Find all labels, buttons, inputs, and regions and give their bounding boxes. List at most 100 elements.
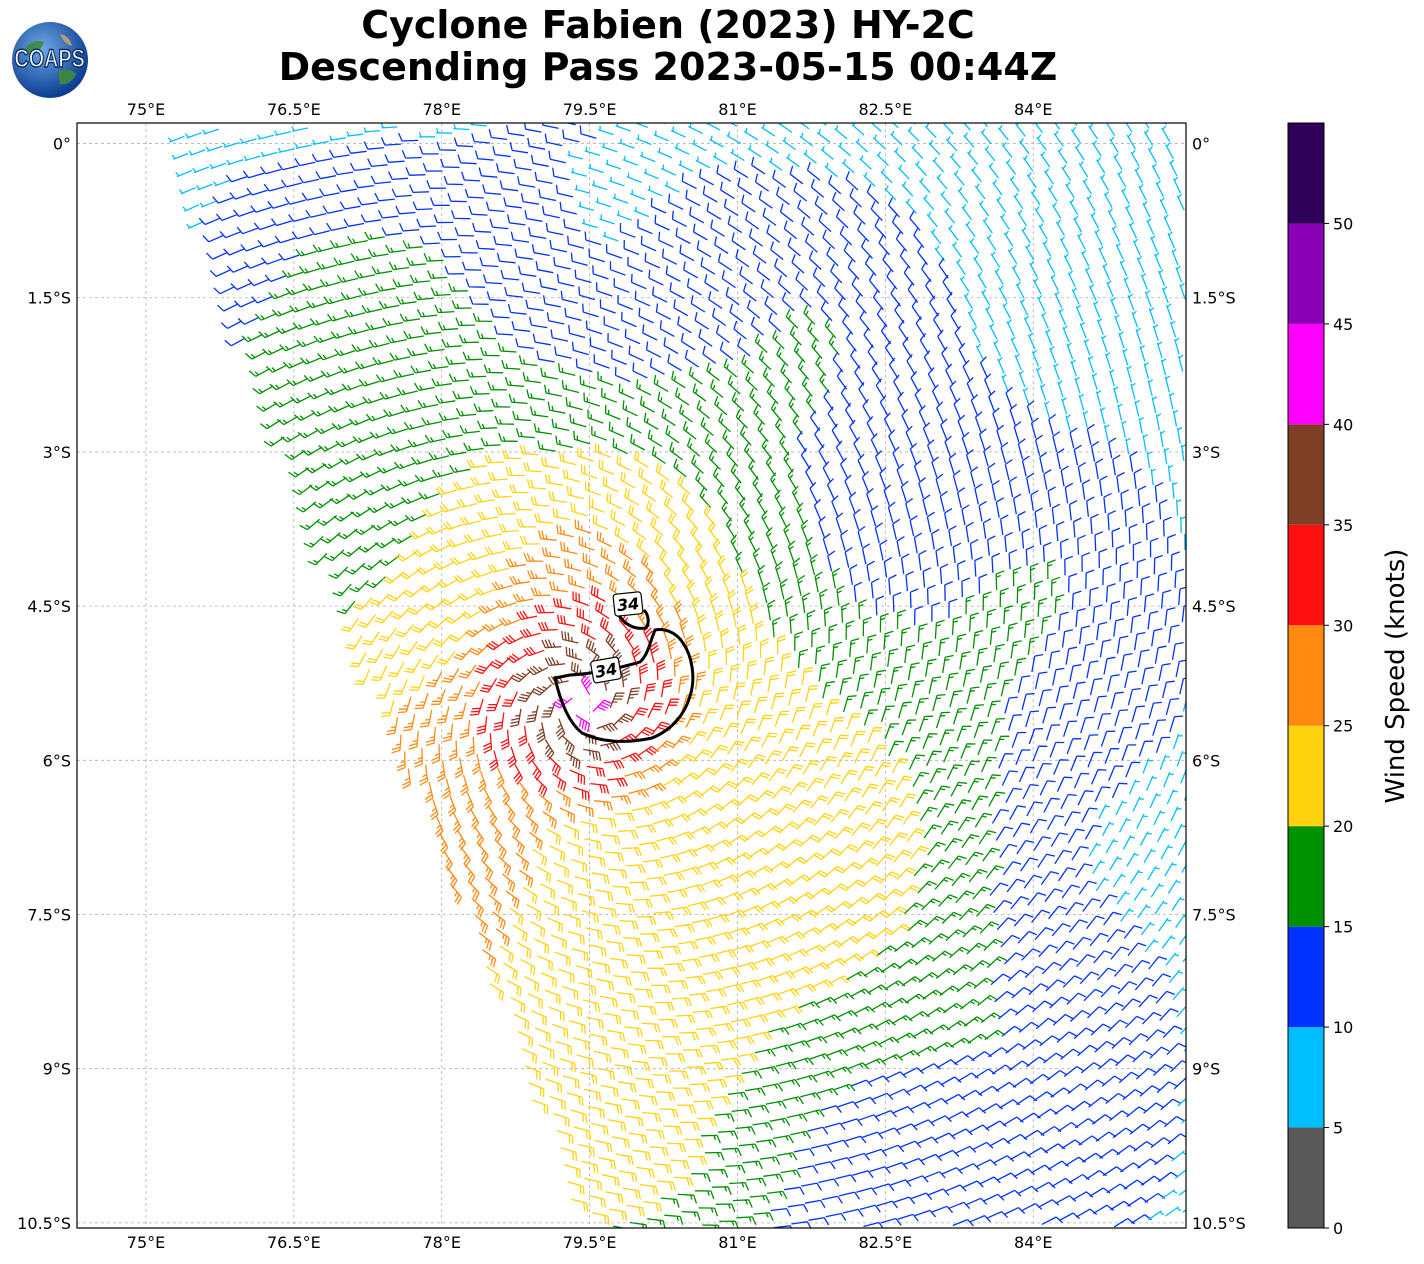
wind-barb: [905, 497, 914, 520]
wind-barb: [987, 462, 996, 484]
wind-barb: [1164, 607, 1176, 626]
wind-barb: [548, 756, 561, 776]
wind-barb: [345, 400, 367, 409]
colorbar-tick-label: 5: [1333, 1119, 1343, 1138]
wind-barb: [888, 197, 900, 218]
wind-barb: [698, 953, 720, 963]
wind-barb: [648, 1056, 668, 1067]
wind-barb: [248, 368, 271, 377]
wind-barb: [884, 340, 895, 362]
wind-barb: [626, 1204, 645, 1217]
wind-barb: [1147, 610, 1159, 630]
wind-barb: [427, 270, 448, 279]
wind-barb: [477, 842, 489, 864]
wind-barb: [420, 654, 439, 670]
wind-barb: [449, 464, 471, 474]
wind-barb: [478, 605, 500, 614]
colorbar-tick-label: 30: [1333, 616, 1353, 635]
wind-barb: [1126, 365, 1133, 383]
wind-barb: [854, 1096, 877, 1105]
wind-barb: [1056, 1031, 1077, 1043]
wind-barb: [525, 814, 539, 834]
wind-barb: [561, 735, 575, 755]
wind-barb: [628, 504, 643, 523]
wind-barb: [548, 491, 567, 504]
wind-barb: [995, 826, 1014, 841]
wind-barb: [661, 620, 670, 643]
wind-barb: [1131, 959, 1151, 974]
wind-barb: [691, 596, 701, 618]
wind-barb: [247, 278, 269, 287]
wind-barb: [1136, 813, 1148, 829]
coaps-logo: COAPS: [12, 22, 88, 98]
wind-barb: [461, 171, 481, 182]
lat-tick-label-left: 6°S: [43, 751, 71, 770]
wind-barb: [761, 123, 776, 137]
wind-barb: [243, 155, 261, 162]
wind-barb: [512, 410, 532, 422]
wind-barb: [573, 786, 590, 801]
wind-barb: [692, 383, 707, 402]
wind-barb: [426, 180, 447, 189]
wind-barb: [654, 214, 670, 231]
wind-barb: [673, 656, 683, 677]
wind-barb: [750, 678, 763, 697]
wind-barb: [879, 612, 889, 633]
wind-barb: [833, 734, 849, 751]
wind-barb: [335, 439, 357, 448]
wind-barb: [889, 832, 909, 846]
wind-barb: [318, 188, 340, 197]
wind-barb: [556, 614, 575, 627]
wind-barb: [663, 871, 685, 881]
wind-barb: [958, 907, 979, 921]
wind-barb: [329, 494, 351, 505]
wind-barb: [1069, 427, 1078, 449]
wind-barb: [1020, 857, 1039, 872]
wind-barb: [1062, 325, 1070, 343]
wind-barb: [184, 132, 202, 139]
wind-barb: [298, 175, 320, 184]
wind-barb: [407, 603, 428, 616]
wind-barb: [901, 408, 910, 430]
wind-barb: [1013, 1168, 1035, 1178]
wind-barb: [993, 340, 1002, 357]
wind-barb: [983, 123, 989, 128]
wind-barb: [713, 1022, 735, 1032]
wind-barb: [999, 587, 1009, 608]
wind-barb: [1044, 1143, 1066, 1153]
wind-barb: [649, 358, 665, 375]
wind-barb: [504, 286, 523, 298]
wind-barb: [481, 622, 504, 632]
wind-barb: [416, 309, 438, 318]
wind-barb: [1071, 1100, 1092, 1112]
wind-barb: [643, 950, 664, 960]
wind-barb: [618, 138, 635, 149]
wind-barb: [968, 868, 988, 883]
wind-barb: [983, 938, 1004, 951]
wind-barb: [1177, 354, 1184, 372]
wind-barb: [783, 220, 798, 240]
wind-barb: [413, 291, 434, 301]
wind-barb: [371, 665, 388, 682]
wind-barb: [807, 870, 829, 882]
wind-barb: [610, 509, 626, 527]
wind-barb: [758, 190, 773, 209]
wind-barb: [1061, 884, 1080, 899]
wind-barb: [699, 487, 712, 509]
wind-barb: [870, 123, 882, 132]
wind-barb: [1161, 286, 1169, 304]
lon-tick-label-top: 82.5°E: [858, 100, 912, 119]
wind-barb: [819, 755, 837, 771]
wind-barb: [454, 227, 475, 237]
wind-barb: [530, 154, 549, 167]
wind-barb: [879, 467, 887, 489]
wind-barb: [380, 123, 398, 129]
wind-barb: [1169, 320, 1177, 338]
wind-barb: [1033, 836, 1052, 851]
wind-barb: [905, 198, 917, 214]
wind-barb: [332, 166, 354, 176]
wind-barb: [473, 825, 485, 847]
wind-barb: [890, 130, 903, 146]
wind-barb: [1171, 1150, 1186, 1162]
wind-barb: [303, 535, 324, 548]
